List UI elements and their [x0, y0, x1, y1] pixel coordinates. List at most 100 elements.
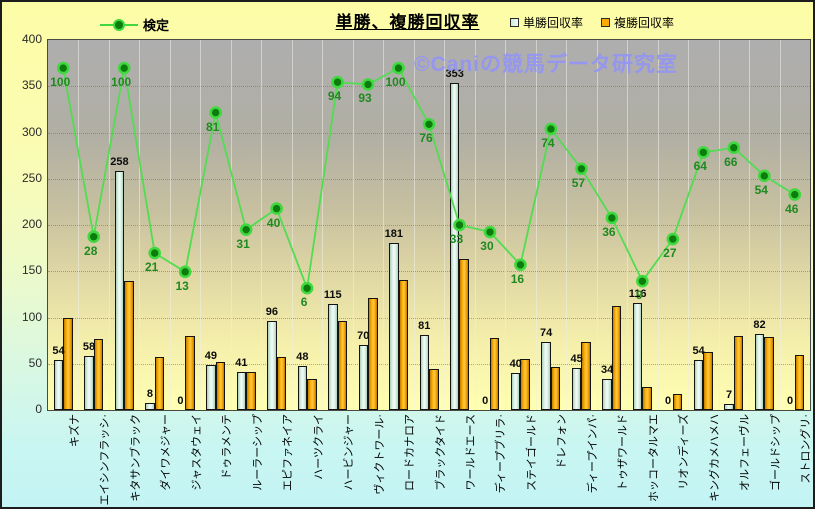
gridline-vertical	[383, 40, 385, 410]
y-axis-tick: 200	[21, 217, 42, 231]
kentei-point	[788, 188, 802, 201]
kentei-point	[361, 78, 375, 91]
bar-tansho	[724, 403, 734, 410]
bar-tansho	[236, 372, 247, 410]
kentei-point	[117, 61, 131, 75]
bar-value-label: 58	[82, 341, 96, 354]
y-axis-tick: 250	[21, 170, 42, 185]
gridline-vertical	[596, 40, 598, 410]
gridline-horizontal	[48, 132, 810, 134]
bar-tansho	[206, 364, 216, 410]
bar-tansho	[541, 341, 551, 410]
gridline-vertical	[444, 40, 446, 410]
bar-tansho	[602, 378, 612, 410]
bar-value-label: 82	[753, 319, 766, 332]
bar-tansho	[267, 321, 277, 410]
x-axis-label: ダイワメジャー	[160, 414, 173, 491]
kentei-point	[636, 274, 649, 288]
x-axis-label: ホッコータルマエ	[647, 414, 660, 502]
bar-value-label: 81	[418, 320, 431, 333]
bar-value-label: 54	[692, 345, 705, 358]
x-axis-label: ブラックタイド	[434, 414, 447, 491]
bar-value-label: 48	[296, 350, 309, 363]
bar-fukusho	[215, 361, 226, 410]
watermark: ©Caniの競馬データ研究室	[414, 53, 678, 76]
kentei-point	[514, 258, 527, 272]
bar-fukusho	[520, 359, 530, 410]
kentei-point	[270, 202, 283, 215]
bar-fukusho	[489, 337, 500, 410]
x-axis-label: ロードカナロア	[404, 414, 417, 491]
kentei-point	[666, 232, 680, 246]
tansho-swatch-icon	[510, 18, 519, 27]
gridline-horizontal	[48, 271, 810, 273]
gridline-vertical	[413, 40, 415, 410]
bar-tansho	[328, 303, 338, 410]
x-axis-label: ヴィクトワール·	[373, 414, 386, 495]
legend-series: 単勝回収率 複勝回収率	[510, 14, 674, 31]
bar-tansho	[632, 302, 643, 410]
bar-fukusho	[733, 336, 744, 410]
kentei-value-label: 33	[449, 232, 464, 246]
gridline-vertical	[108, 40, 110, 410]
legend-item-tansho: 単勝回収率	[510, 14, 583, 31]
kentei-value-label: 94	[327, 89, 342, 104]
bar-fukusho	[611, 306, 622, 410]
bar-fukusho	[794, 354, 805, 410]
bar-fukusho	[307, 378, 317, 410]
bar-fukusho	[93, 338, 104, 410]
kentei-value-label: 76	[419, 131, 433, 146]
kentei-value-label: 74	[541, 135, 555, 150]
kentei-value-label: 27	[663, 246, 677, 261]
bar-fukusho	[459, 259, 469, 410]
y-axis-tick: 150	[21, 263, 42, 278]
gridline-horizontal	[48, 178, 810, 180]
bar-fukusho	[642, 386, 652, 410]
bar-fukusho	[398, 279, 409, 410]
bar-tansho	[419, 335, 429, 410]
y-axis-tick: 350	[21, 78, 42, 93]
kentei-point	[453, 218, 466, 232]
kentei-point	[87, 230, 101, 244]
gridline-horizontal	[48, 317, 810, 319]
legend-tansho-label: 単勝回収率	[523, 16, 584, 30]
legend-item-fukusho: 複勝回収率	[601, 14, 674, 31]
bar-fukusho	[581, 341, 591, 410]
kentei-point	[209, 106, 222, 119]
bar-value-label: 34	[601, 363, 614, 376]
kentei-point	[300, 281, 314, 295]
bar-value-label: 0	[482, 395, 489, 407]
x-axis-label: リオンディーズ	[678, 414, 691, 490]
bar-tansho	[693, 360, 704, 410]
kentei-value-label: 31	[236, 236, 250, 251]
x-axis-label: ディープブリラ·	[495, 414, 508, 494]
kentei-value-label: 57	[571, 175, 586, 190]
gridline-vertical	[200, 40, 202, 410]
bar-value-label: 40	[509, 358, 522, 370]
bar-fukusho	[368, 298, 378, 410]
bar-fukusho	[703, 351, 713, 410]
x-axis-label: エイシンフラッシ·	[99, 414, 112, 506]
bar-fukusho	[764, 336, 774, 410]
legend-kentei-label: 検定	[143, 18, 170, 33]
gridline-vertical	[505, 40, 507, 410]
gridline-vertical	[261, 40, 263, 410]
gridline-vertical	[535, 40, 537, 410]
x-axis-label: ドレフォン	[556, 414, 569, 469]
x-axis-label: ステイゴールド	[525, 414, 538, 491]
x-axis-label: トゥザワールド	[617, 414, 630, 491]
kentei-value-label: 36	[602, 224, 616, 239]
gridline-vertical	[749, 40, 751, 410]
bar-value-label: 116	[628, 287, 647, 300]
gridline-vertical	[566, 40, 568, 410]
bar-tansho	[389, 242, 399, 410]
plot-area: 54 58 258 8 0 49 41 96 48 115 70 181 81 353 0 40 74 45 34 1…	[47, 39, 811, 411]
x-axis-label: オルフェーヴル	[739, 414, 752, 491]
kentei-value-label: 100	[50, 75, 71, 90]
bar-value-label: 7	[725, 388, 733, 401]
bar-fukusho	[124, 280, 134, 410]
gridline-vertical	[718, 40, 720, 410]
bar-tansho	[449, 83, 460, 410]
kentei-value-label: 28	[84, 243, 98, 258]
